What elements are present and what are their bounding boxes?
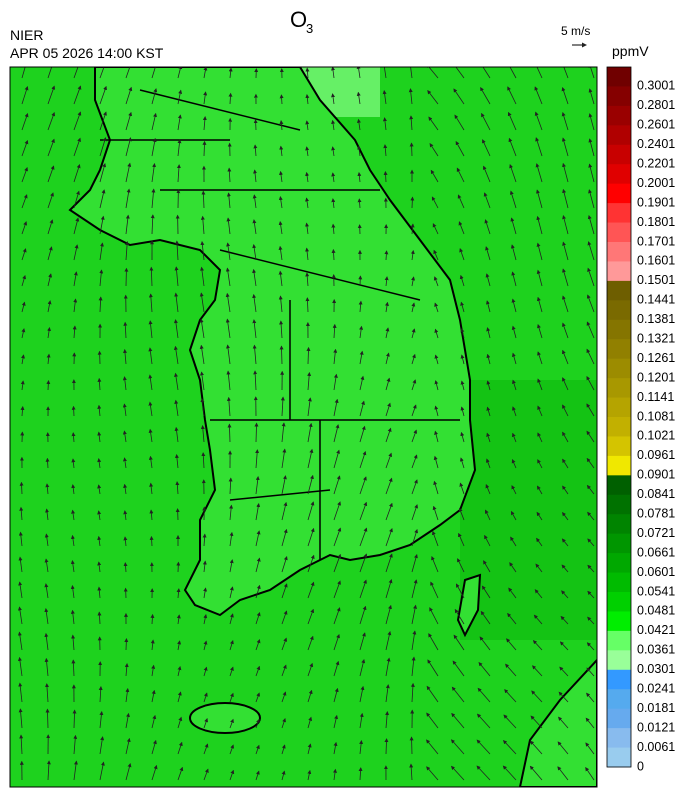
colorbar-swatch — [607, 534, 631, 554]
colorbar-swatch — [607, 359, 631, 379]
colorbar-label: 0.1201 — [637, 370, 675, 384]
colorbar-swatch — [607, 456, 631, 476]
colorbar-label: 0.1381 — [637, 312, 675, 326]
colorbar-swatch — [607, 339, 631, 359]
colorbar-swatch — [607, 670, 631, 690]
title: O — [290, 7, 307, 32]
wind-arrow — [151, 537, 152, 546]
colorbar-label: 0.1321 — [637, 332, 675, 346]
colorbar-swatch — [607, 728, 631, 748]
colorbar-label: 0.1081 — [637, 409, 675, 423]
colorbar-label: 0.1501 — [637, 273, 675, 287]
colorbar-swatch — [607, 320, 631, 340]
colorbar-label: 0.2401 — [637, 137, 675, 151]
wind-scale-label: 5 m/s — [561, 24, 590, 38]
colorbar-label: 0.0901 — [637, 468, 675, 482]
colorbar-label: 0.0301 — [637, 662, 675, 676]
colorbar-swatch — [607, 203, 631, 223]
agency: NIER — [10, 27, 43, 43]
colorbar-swatch — [607, 495, 631, 515]
colorbar-label: 0.2801 — [637, 98, 675, 112]
sea-patch — [460, 380, 597, 640]
colorbar-label: 0.0961 — [637, 448, 675, 462]
colorbar-label: 0.0541 — [637, 584, 675, 598]
colorbar-swatch — [607, 164, 631, 184]
datetime: APR 05 2026 14:00 KST — [10, 45, 164, 61]
colorbar-label: 0.1261 — [637, 351, 675, 365]
wind-arrow — [21, 483, 22, 494]
wind-arrow — [256, 423, 257, 442]
colorbar-label: 0.0361 — [637, 643, 675, 657]
colorbar-label: 0.0781 — [637, 507, 675, 521]
colorbar-swatch — [607, 592, 631, 612]
wind-arrow — [48, 381, 49, 390]
colorbar-label: 0.0121 — [637, 720, 675, 734]
title-subscript: 3 — [306, 21, 313, 36]
colorbar-swatch — [607, 475, 631, 495]
map — [10, 60, 597, 787]
colorbar-swatch — [607, 514, 631, 534]
colorbar-label: 0.1601 — [637, 254, 675, 268]
colorbar-swatch — [607, 650, 631, 670]
colorbar-label: 0.2601 — [637, 118, 675, 132]
colorbar-label: 0.0241 — [637, 682, 675, 696]
colorbar-label: 0 — [637, 759, 644, 773]
colorbar-swatch — [607, 398, 631, 418]
colorbar-label: 0.2001 — [637, 176, 675, 190]
colorbar-swatch — [607, 184, 631, 204]
colorbar-swatch — [607, 436, 631, 456]
colorbar-swatch — [607, 242, 631, 262]
colorbar-swatch — [607, 300, 631, 320]
colorbar-swatch — [607, 125, 631, 145]
colorbar-swatch — [607, 86, 631, 106]
colorbar-swatch — [607, 281, 631, 301]
colorbar-label: 0.3001 — [637, 79, 675, 93]
colorbar-swatch — [607, 106, 631, 126]
colorbar-label: 0.1901 — [637, 195, 675, 209]
colorbar-swatch — [607, 631, 631, 651]
colorbar-swatch — [607, 417, 631, 437]
colorbar-swatch — [607, 223, 631, 243]
colorbar-label: 0.0481 — [637, 604, 675, 618]
colorbar-swatch — [607, 378, 631, 398]
wind-arrow — [411, 143, 412, 156]
colorbar-swatch — [607, 748, 631, 768]
jeju-island — [190, 703, 260, 733]
colorbar-label: 0.1141 — [637, 390, 674, 404]
colorbar-swatch — [607, 709, 631, 729]
wind-arrow — [281, 346, 282, 364]
colorbar-unit: ppmV — [612, 43, 649, 59]
colorbar-label: 0.0721 — [637, 526, 675, 540]
colorbar-label: 0.0421 — [637, 623, 675, 637]
colorbar-swatch — [607, 573, 631, 593]
colorbar-label: 0.1441 — [637, 293, 675, 307]
colorbar-swatch — [607, 689, 631, 709]
colorbar-swatch — [607, 553, 631, 573]
colorbar: 0.3001 0.2801 0.2601 0.2401 0.2201 0.2001 0.19… — [607, 67, 675, 773]
colorbar-label: 0.0181 — [637, 701, 675, 715]
colorbar-label: 0.1701 — [637, 234, 675, 248]
colorbar-label: 0.0061 — [637, 740, 675, 754]
colorbar-swatch — [607, 67, 631, 87]
colorbar-label: 0.0661 — [637, 545, 675, 559]
colorbar-label: 0.1801 — [637, 215, 675, 229]
colorbar-label: 0.1021 — [637, 429, 675, 443]
colorbar-label: 0.0841 — [637, 487, 675, 501]
colorbar-swatch — [607, 611, 631, 631]
colorbar-swatch — [607, 261, 631, 281]
colorbar-label: 0.0601 — [637, 565, 675, 579]
colorbar-swatch — [607, 145, 631, 165]
colorbar-label: 0.2201 — [637, 157, 675, 171]
